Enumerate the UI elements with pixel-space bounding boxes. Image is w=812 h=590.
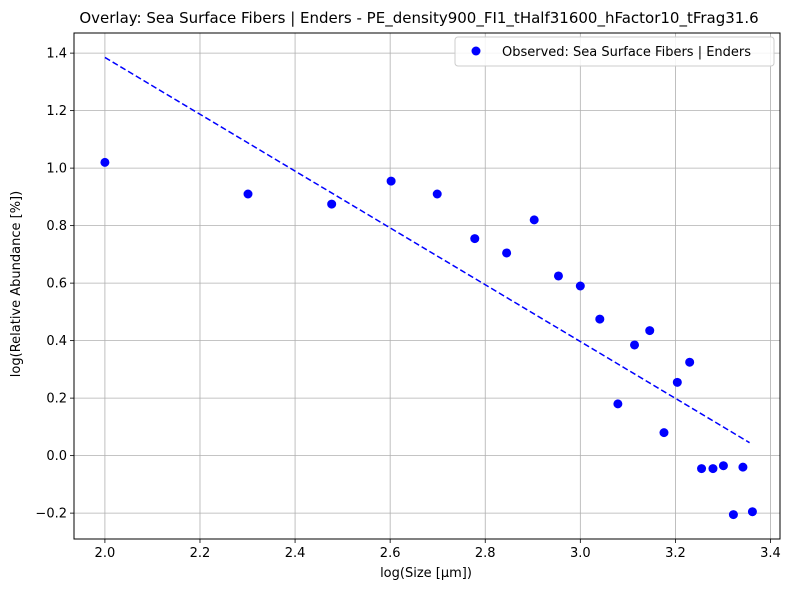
data-point	[327, 199, 337, 209]
chart-title: Overlay: Sea Surface Fibers | Enders - P…	[79, 9, 758, 28]
x-tick-label: 3.4	[760, 546, 781, 561]
y-tick-label: 0.8	[46, 219, 67, 234]
axes-frame	[73, 32, 781, 540]
data-point	[502, 248, 512, 258]
y-tick-label: 0.2	[46, 392, 67, 407]
data-point	[718, 461, 728, 471]
data-point	[630, 340, 640, 350]
y-tick-label: −0.2	[35, 507, 67, 522]
plot-series	[100, 56, 757, 520]
data-point	[529, 215, 539, 225]
y-tick-label: 0.6	[46, 277, 67, 292]
x-tick-label: 2.6	[380, 546, 401, 561]
x-tick-label: 2.2	[190, 546, 211, 561]
legend-marker	[471, 46, 481, 56]
legend-label: Observed: Sea Surface Fibers | Enders	[502, 45, 751, 60]
data-point	[672, 377, 682, 387]
x-tick-label: 3.0	[570, 546, 591, 561]
x-tick-label: 2.0	[95, 546, 116, 561]
x-tick-label: 2.8	[475, 546, 496, 561]
data-point	[243, 189, 253, 199]
y-tick-label: 1.0	[46, 162, 67, 177]
axis-ticks: 2.0 2.2 2.4 2.6 2.8 3.0 3.2 3.4 −0.2 0.0 0.2 0.4 0.6…	[35, 47, 780, 561]
data-point	[470, 234, 480, 244]
data-point	[728, 510, 738, 520]
data-point	[685, 357, 695, 367]
data-point	[708, 464, 718, 474]
data-point	[738, 462, 748, 472]
y-axis-label: log(Relative Abundance [%])	[9, 191, 24, 377]
y-tick-label: 1.2	[46, 104, 67, 119]
legend-box	[454, 36, 775, 67]
data-point	[575, 281, 585, 291]
data-point	[386, 176, 396, 186]
y-tick-label: 1.4	[46, 47, 67, 62]
x-tick-label: 3.2	[665, 546, 686, 561]
data-point	[595, 314, 605, 324]
data-point	[697, 464, 707, 474]
y-tick-label: 0.0	[46, 449, 67, 464]
data-point	[613, 399, 623, 409]
x-axis-label: log(Size [μm])	[380, 566, 472, 581]
fit-line	[104, 56, 750, 444]
data-point	[747, 507, 757, 517]
data-point	[553, 271, 563, 281]
data-point	[645, 326, 655, 336]
data-point	[432, 189, 442, 199]
data-point	[100, 157, 110, 167]
legend: Observed: Sea Surface Fibers | Enders	[454, 36, 775, 67]
data-point	[659, 428, 669, 438]
y-tick-label: 0.4	[46, 334, 67, 349]
x-tick-label: 2.4	[285, 546, 306, 561]
